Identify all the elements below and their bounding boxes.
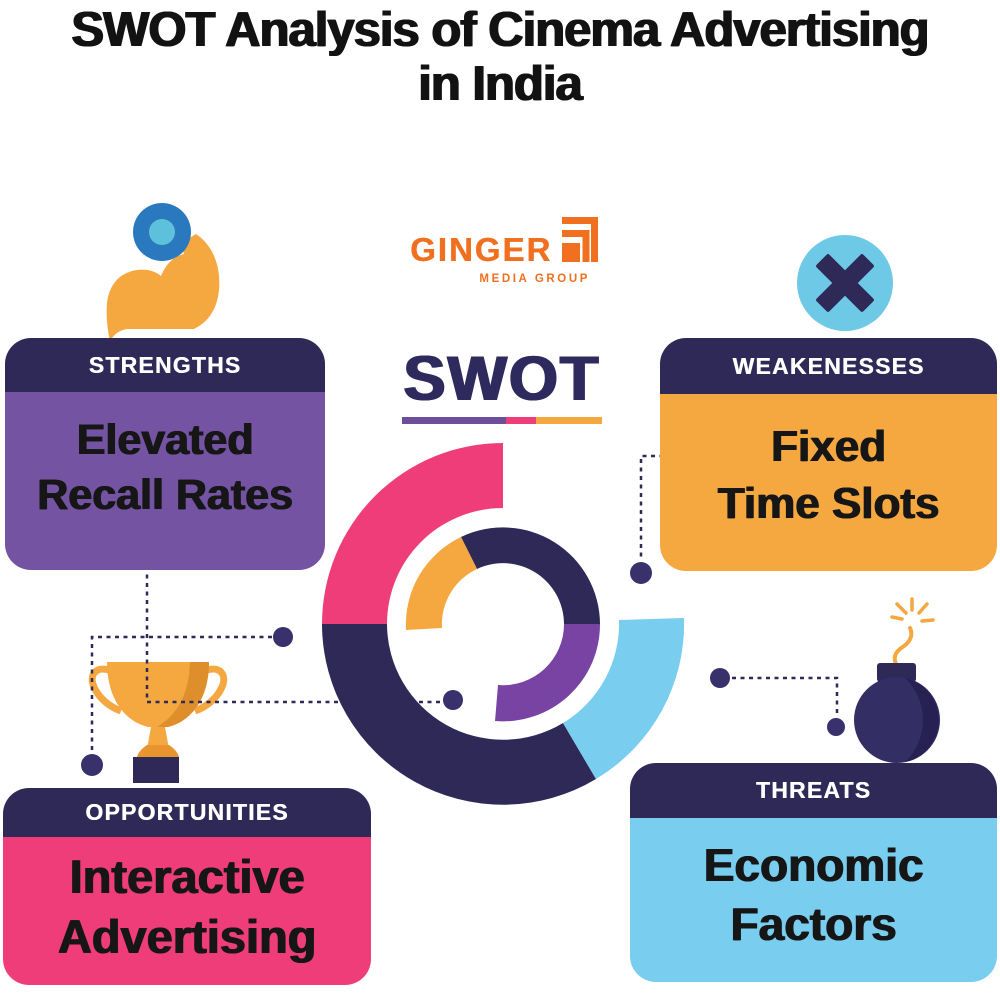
connector-dot-strengths [443,690,463,710]
opportunities-card-header: OPPORTUNITIES [3,788,371,837]
weakenesses-text-line2: Time Slots [717,478,940,528]
trophy-base [133,757,179,783]
page-title: SWOT Analysis of Cinema Advertising in In… [0,3,1000,112]
weakenesses-card-header: WEAKENESSES [660,338,997,394]
page-title-line1: SWOT Analysis of Cinema Advertising [71,3,929,57]
donut-outer-pink [322,443,503,624]
trophy-icon [88,662,228,783]
weakenesses-text-line1: Fixed [771,422,886,472]
strengths-card-header: STRENGTHS [5,338,325,392]
bomb-fuse [892,626,914,666]
swot-donut [322,443,685,805]
opportunities-text-line1: Interactive [69,849,305,903]
threats-text-line1: Economic [703,839,924,892]
cross-mark-icon [797,235,893,331]
logo-brand-text: GINGER [410,231,553,268]
donut-outer-navy [322,624,596,805]
bomb-body-shade [905,678,939,762]
bomb-icon [854,597,940,763]
strengths-text-line1: Elevated [76,415,254,464]
trophy-handle-right [193,665,228,715]
opportunities-card: OPPORTUNITIES Interactive Advertising [3,788,371,985]
underline-pink-segment [506,417,536,424]
threats-text-line2: Factors [730,898,897,950]
nested-squares-icon [562,217,598,262]
weakenesses-card-body: Fixed Time Slots [660,394,997,571]
threats-card-header: THREATS [630,763,997,818]
weakenesses-card: WEAKENESSES Fixed Time Slots [660,338,997,571]
donut-inner-orange [405,537,477,630]
connector-dot-threats-left [710,668,730,688]
connector-dot-threats-bottom [827,718,845,736]
swot-underline [402,417,602,424]
underline-purple-segment [402,417,506,424]
flexed-arm-icon [106,203,220,341]
cross-glyph [816,254,874,312]
swot-heading: SWOT [403,344,601,414]
donut-inner-navy [461,527,600,624]
bomb-body [854,677,940,763]
donut-outer-lightblue [563,618,685,779]
strengths-text-line2: Recall Rates [37,471,293,519]
bomb-cap [877,663,916,682]
arm-shape [106,234,220,341]
underline-orange-segment [536,417,602,424]
ginger-media-group-logo: GINGER MEDIA GROUP [410,215,602,293]
dumbbell-weight-center [149,219,175,245]
bomb-spark [890,597,935,623]
connector-threats [732,676,839,716]
connector-dots [81,562,845,776]
strengths-card-body: Elevated Recall Rates [5,392,325,570]
opportunities-label: OPPORTUNITIES [85,799,289,825]
donut-inner-purple [495,624,601,722]
connector-strengths [145,566,441,704]
weakenesses-label: WEAKENESSES [732,352,925,379]
strengths-card: STRENGTHS Elevated Recall Rates [5,338,325,570]
strengths-label: STRENGTHS [88,351,242,378]
threats-label: THREATS [755,777,872,803]
connector-opportunities [90,635,272,752]
connector-dot-weakenesses [630,562,652,584]
trophy-bowl-shade [157,662,209,727]
page-title-line2: in India [418,56,582,111]
trophy-stem-flare [137,745,179,757]
opportunities-card-body: Interactive Advertising [3,837,371,985]
connector-dot-opportunities-top [273,627,293,647]
logo-tagline-text: MEDIA GROUP [479,273,590,285]
trophy-stem [147,727,169,749]
swot-heading-block: SWOT [390,348,614,424]
threats-card: THREATS Economic Factors [630,763,997,982]
opportunities-text-line2: Advertising [57,910,317,963]
threats-card-body: Economic Factors [630,818,997,982]
connector-dot-opportunities-bottom [81,754,103,776]
trophy-handle-left [88,665,123,715]
